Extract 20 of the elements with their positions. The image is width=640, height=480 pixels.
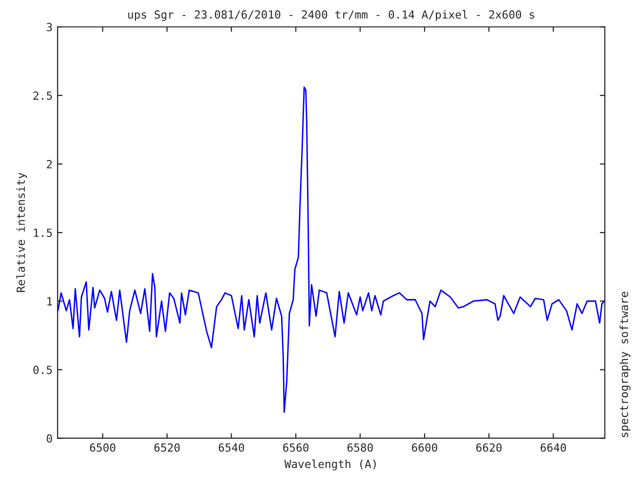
x-tick-label: 6620	[476, 443, 502, 452]
chart-title: ups Sgr - 23.081/6/2010 - 2400 tr/mm - 0.14 A/pixel - 2x600 s	[128, 10, 534, 21]
x-tick-label: 6520	[154, 443, 180, 452]
y-tick-label: 1.5	[34, 228, 52, 237]
y-tick-label: 2.5	[33, 91, 52, 100]
x-tick-label: 6580	[348, 443, 373, 452]
y-tick-label: 3	[46, 22, 52, 32]
x-tick-label: 6640	[540, 443, 566, 452]
line-series	[58, 86, 605, 413]
y-axis-title: Relative intensity	[16, 172, 28, 292]
y-tick-label: 0.5	[33, 366, 52, 374]
x-tick-label: 6540	[218, 443, 244, 452]
x-tick-label: 6560	[283, 443, 308, 452]
x-axis-title: Wavelength (A)	[284, 459, 376, 470]
text: spectrography software	[620, 292, 630, 438]
x-tick-label: 6500	[90, 443, 116, 452]
y-tick-label: 2	[46, 160, 52, 168]
x-tick-label: 6600	[412, 443, 438, 452]
y-tick-label: 1	[47, 297, 52, 306]
y-tick-label: 0	[46, 434, 52, 443]
